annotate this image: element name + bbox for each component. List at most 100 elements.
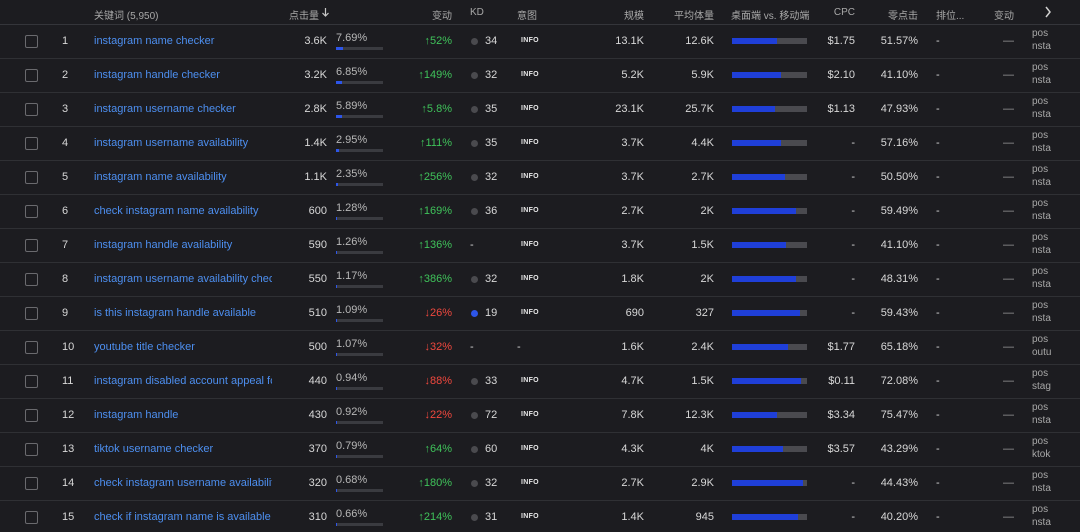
row-checkbox[interactable] — [25, 511, 38, 524]
scale: 2.7K — [621, 477, 644, 489]
keyword-link[interactable]: instagram username availability — [94, 137, 249, 149]
kd: 31 — [485, 511, 498, 523]
url-fragment: pos — [1032, 266, 1049, 277]
cpc: - — [851, 137, 855, 149]
trend-change: ↑180% — [418, 477, 452, 489]
kd: 36 — [485, 205, 498, 217]
device-track — [732, 446, 807, 452]
rank: - — [936, 273, 940, 285]
avg-volume: 2.9K — [691, 477, 714, 489]
scale: 4.3K — [621, 443, 644, 455]
keyword-link[interactable]: tiktok username checker — [94, 443, 214, 455]
url-fragment: pos — [1032, 28, 1049, 39]
header-rank-change[interactable]: 变动 — [994, 11, 1014, 22]
kd-dot — [471, 446, 478, 453]
kd: 32 — [485, 69, 498, 81]
kd: - — [470, 341, 474, 353]
header-cpc[interactable]: CPC — [833, 7, 855, 18]
rank-change: — — [1003, 239, 1014, 251]
share-bar — [336, 285, 338, 288]
trend-change: ↑111% — [419, 137, 452, 149]
url-fragment: pos — [1032, 130, 1049, 141]
table-row: 7 instagram handle availability 590 1.26% ↑1… — [0, 228, 1080, 263]
scroll-right[interactable] — [1044, 6, 1052, 18]
clicks: 370 — [308, 443, 327, 455]
avg-volume: 25.7K — [685, 103, 714, 115]
cpc: $1.75 — [827, 35, 855, 47]
keyword-link[interactable]: instagram name availability — [94, 171, 227, 183]
url-fragment: nsta — [1032, 75, 1051, 86]
table-row: 6 check instagram name availability 600 1.2… — [0, 194, 1080, 229]
kd: 19 — [485, 307, 498, 319]
rank: - — [936, 341, 940, 353]
trend-change: ↑52% — [424, 35, 452, 47]
keyword-link[interactable]: instagram username availability chec — [94, 273, 272, 285]
kd: 60 — [485, 443, 498, 455]
url-fragment: nsta — [1032, 211, 1051, 222]
row-checkbox[interactable] — [25, 443, 38, 456]
row-checkbox[interactable] — [25, 239, 38, 252]
device-track — [732, 174, 807, 180]
keyword-link[interactable]: check instagram username availabilit — [94, 477, 272, 489]
kd-dot — [471, 38, 478, 45]
header-device[interactable]: 桌面端 vs. 移动端 — [731, 11, 810, 22]
click-share: 1.28% — [336, 202, 368, 214]
clicks: 550 — [308, 273, 327, 285]
header-avg-volume[interactable]: 平均体量 — [674, 11, 714, 22]
scale: 13.1K — [615, 35, 644, 47]
header-change[interactable]: 变动 — [432, 11, 452, 22]
rank-change: — — [1003, 511, 1014, 523]
table-row: 15 check if instagram name is available 31… — [0, 500, 1080, 532]
row-checkbox[interactable] — [25, 103, 38, 116]
zero-click: 72.08% — [880, 375, 918, 387]
row-checkbox[interactable] — [25, 375, 38, 388]
keyword-link[interactable]: check instagram name availability — [94, 205, 259, 217]
sort-arrow[interactable] — [321, 7, 330, 18]
keyword-link[interactable]: is this instagram handle available — [94, 307, 257, 319]
keyword-link[interactable]: instagram username checker — [94, 103, 236, 115]
cpc: $0.11 — [828, 375, 855, 387]
row-checkbox[interactable] — [25, 171, 38, 184]
row-checkbox[interactable] — [25, 205, 38, 218]
keyword-link[interactable]: check if instagram name is available — [94, 511, 271, 523]
header-keyword[interactable]: 关键词 (5,950) — [94, 11, 159, 22]
zero-click: 41.10% — [880, 239, 918, 251]
row-checkbox[interactable] — [25, 477, 38, 490]
rank: - — [936, 239, 940, 251]
header-rank[interactable]: 排位... — [936, 11, 965, 22]
keyword-link[interactable]: youtube title checker — [94, 341, 195, 353]
keyword-link[interactable]: instagram handle availability — [94, 239, 233, 251]
keyword-link[interactable]: instagram name checker — [94, 35, 215, 47]
avg-volume: 2K — [700, 205, 714, 217]
rank-change: — — [1003, 69, 1014, 81]
desktop-bar — [732, 38, 777, 44]
keyword-link[interactable]: instagram handle — [94, 409, 179, 421]
share-track — [336, 285, 383, 288]
rank: - — [936, 69, 940, 81]
kd: 35 — [485, 103, 498, 115]
rank-change: — — [1003, 375, 1014, 387]
header-clicks[interactable]: 点击量 — [289, 11, 319, 22]
desktop-bar — [732, 514, 798, 520]
row-checkbox[interactable] — [25, 273, 38, 286]
keyword-link[interactable]: instagram disabled account appeal fc — [94, 375, 272, 387]
table-row: 13 tiktok username checker 370 0.79% ↑64% 60 I… — [0, 432, 1080, 467]
share-bar — [336, 251, 338, 254]
row-checkbox[interactable] — [25, 409, 38, 422]
row-index: 1 — [62, 35, 69, 47]
url-fragment: nsta — [1032, 313, 1051, 324]
row-checkbox[interactable] — [25, 137, 38, 150]
header-intent[interactable]: 意图 — [517, 11, 537, 22]
header-zero-click[interactable]: 零点击 — [888, 11, 918, 22]
row-checkbox[interactable] — [25, 341, 38, 354]
row-checkbox[interactable] — [25, 307, 38, 320]
table-row: 1 instagram name checker 3.6K 7.69% ↑52% 34 IN… — [0, 24, 1080, 59]
rank: - — [936, 409, 940, 421]
scale: 4.7K — [621, 375, 644, 387]
row-checkbox[interactable] — [25, 69, 38, 82]
header-scale[interactable]: 规模 — [624, 11, 644, 22]
header-kd[interactable]: KD — [470, 7, 484, 18]
keyword-link[interactable]: instagram handle checker — [94, 69, 220, 81]
rank-change: — — [1003, 103, 1014, 115]
row-checkbox[interactable] — [25, 35, 38, 48]
